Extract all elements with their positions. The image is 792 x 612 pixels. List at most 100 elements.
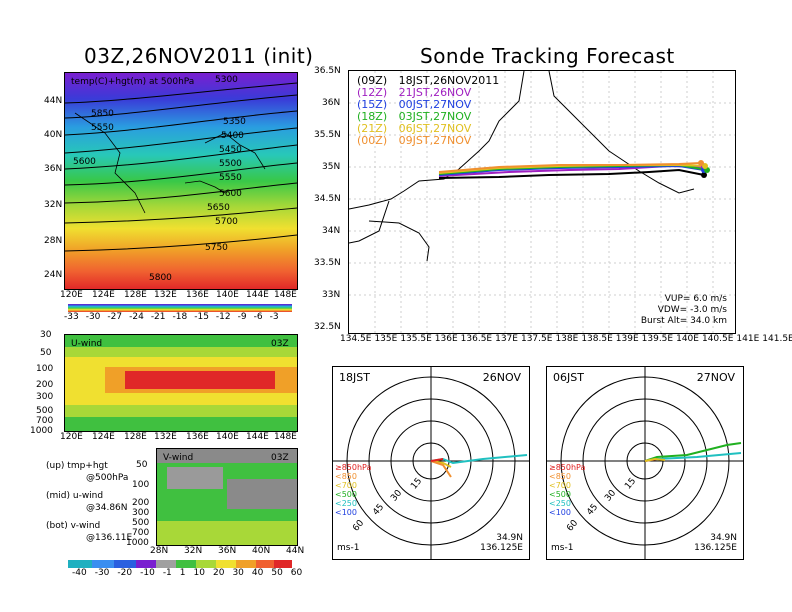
lat-tick: 40N bbox=[252, 546, 271, 556]
lon-tick: 148E bbox=[274, 432, 297, 442]
contour-label: 5300 bbox=[215, 75, 238, 85]
right-title: Sonde Tracking Forecast bbox=[420, 44, 675, 68]
polar-level-legend-left: ≥850hPa <850 <700 <500 <250 <100 bbox=[335, 463, 371, 517]
lat-tick: 28N bbox=[150, 546, 169, 556]
level-item: <250 bbox=[335, 499, 357, 508]
lat-tick: 24N bbox=[44, 270, 63, 280]
lon-tick: 139.5E bbox=[641, 334, 674, 344]
lon-tick: 135E bbox=[374, 334, 398, 344]
polar-panel-right: 06JST 27NOV ms-1 34.9N 136.125E ≥850hPa … bbox=[546, 366, 744, 560]
contour-label: 5550 bbox=[219, 173, 242, 183]
legend-code: (09Z) bbox=[357, 74, 388, 87]
param-line: VDW= -3.0 m/s bbox=[657, 305, 727, 315]
wind-colorbar-labels: -40 -30 -20 -10 -1 1 10 20 30 40 50 60 bbox=[72, 568, 302, 578]
contour-label: 5400 bbox=[221, 131, 244, 141]
tick-label: 60 bbox=[290, 568, 303, 578]
legend-item: (00Z) 09JST,27NOV bbox=[357, 135, 499, 147]
note-line: (mid) u-wind bbox=[46, 491, 104, 501]
legend-item: (09Z) 18JST,26NOV2011 bbox=[357, 75, 499, 87]
tick-label: -21 bbox=[150, 312, 166, 322]
lon-tick: 136E bbox=[186, 290, 209, 300]
contour-label: 5650 bbox=[207, 203, 230, 213]
tracking-parameters: VUP= 6.0 m/s VDW= -3.0 m/s Burst Alt= 34… bbox=[641, 294, 727, 327]
lat-tick: 35N bbox=[322, 162, 341, 172]
temperature-colorbar-labels: -33 -30 -27 -24 -21 -18 -15 -12 -9 -6 -3 bbox=[64, 312, 279, 322]
tick-label: 40 bbox=[251, 568, 264, 578]
lat-tick: 36N bbox=[44, 164, 63, 174]
level-item: <100 bbox=[549, 508, 571, 517]
tick-label: -20 bbox=[117, 568, 133, 578]
polar-units-right: ms-1 bbox=[551, 543, 574, 553]
lon-tick: 137.5E bbox=[520, 334, 553, 344]
v-wind-time: 03Z bbox=[271, 453, 289, 463]
legend-text: 09JST,27NOV bbox=[398, 134, 472, 147]
lat-tick: 36N bbox=[322, 98, 341, 108]
contour-label: 5350 bbox=[223, 117, 246, 127]
level-item: ≥850hPa bbox=[549, 463, 586, 472]
v-wind-label: V-wind bbox=[163, 453, 194, 463]
note-line: @500hPa bbox=[86, 473, 129, 483]
tick-label: -12 bbox=[215, 312, 231, 322]
note-line: (up) tmp+hgt bbox=[46, 461, 108, 471]
param-line: VUP= 6.0 m/s bbox=[664, 294, 727, 304]
lon-tick: 132E bbox=[154, 432, 177, 442]
polar-pos1-left: 34.9N bbox=[496, 533, 523, 543]
map-label: temp(C)+hgt(m) at 500hPa bbox=[71, 77, 195, 87]
lon-tick: 136E bbox=[186, 432, 209, 442]
pressure-tick: 300 bbox=[132, 508, 150, 518]
level-item: <100 bbox=[335, 508, 357, 517]
lon-tick: 128E bbox=[124, 432, 147, 442]
contour-label: 5600 bbox=[219, 189, 242, 199]
lat-tick: 44N bbox=[44, 96, 63, 106]
note-line: (bot) v-wind bbox=[46, 521, 101, 531]
polar-date-left: 26NOV bbox=[482, 371, 521, 384]
level-item: <500 bbox=[549, 490, 571, 499]
param-line: Burst Alt= 34.0 km bbox=[640, 316, 727, 326]
tick-label: -40 bbox=[72, 568, 87, 578]
polar-pos1-right: 34.9N bbox=[710, 533, 737, 543]
polar-level-legend-right: ≥850hPa <850 <700 <500 <250 <100 bbox=[549, 463, 585, 517]
pressure-tick: 500 bbox=[132, 518, 150, 528]
tick-label: -1 bbox=[162, 568, 172, 578]
contour-label: 5550 bbox=[91, 123, 114, 133]
note-line: @34.86N bbox=[86, 503, 128, 513]
legend-item: (15Z) 00JST,27NOV bbox=[357, 99, 499, 111]
lat-tick: 36N bbox=[218, 546, 237, 556]
lon-tick: 120E bbox=[60, 290, 83, 300]
lon-tick: 140E bbox=[676, 334, 699, 344]
v-wind-panel: V-wind 03Z bbox=[156, 448, 298, 546]
legend-item: (21Z) 06JST,27NOV bbox=[357, 123, 499, 135]
lon-tick: 120E bbox=[60, 432, 83, 442]
u-wind-time: 03Z bbox=[271, 339, 289, 349]
lat-tick: 35.5N bbox=[314, 130, 341, 140]
lon-tick: 144E bbox=[246, 432, 269, 442]
lon-tick: 136E bbox=[434, 334, 458, 344]
tick-label: 50 bbox=[271, 568, 283, 578]
pressure-tick: 500 bbox=[36, 406, 54, 416]
lat-tick: 33N bbox=[322, 290, 341, 300]
legend-text: 18JST,26NOV2011 bbox=[398, 74, 500, 87]
lon-tick: 140E bbox=[216, 290, 239, 300]
lon-tick: 124E bbox=[92, 290, 115, 300]
lon-tick: 144E bbox=[246, 290, 269, 300]
tick-label: 30 bbox=[232, 568, 244, 578]
temperature-colorbar bbox=[68, 304, 292, 312]
level-item: <850 bbox=[335, 472, 357, 481]
pressure-tick: 50 bbox=[40, 348, 52, 358]
lon-tick: 140E bbox=[216, 432, 239, 442]
level-item: <850 bbox=[549, 472, 571, 481]
pressure-tick: 1000 bbox=[126, 538, 149, 548]
level-item: <250 bbox=[549, 499, 571, 508]
contour-label: 5700 bbox=[215, 217, 238, 227]
pressure-tick: 30 bbox=[40, 330, 52, 340]
legend-code: (21Z) bbox=[357, 122, 388, 135]
notes: (up) tmp+hgt @500hPa (mid) u-wind @34.86… bbox=[46, 460, 132, 544]
pressure-tick: 700 bbox=[132, 528, 150, 538]
contour-label: 5500 bbox=[219, 159, 242, 169]
polar-panel-left: 18JST 26NOV ms-1 34.9N 136.125E ≥850hPa … bbox=[332, 366, 530, 560]
pressure-tick: 200 bbox=[36, 380, 54, 390]
lon-tick: 132E bbox=[154, 290, 177, 300]
pressure-tick: 100 bbox=[36, 364, 54, 374]
contour-label: 5850 bbox=[91, 109, 114, 119]
polar-pos2-right: 136.125E bbox=[694, 543, 737, 553]
